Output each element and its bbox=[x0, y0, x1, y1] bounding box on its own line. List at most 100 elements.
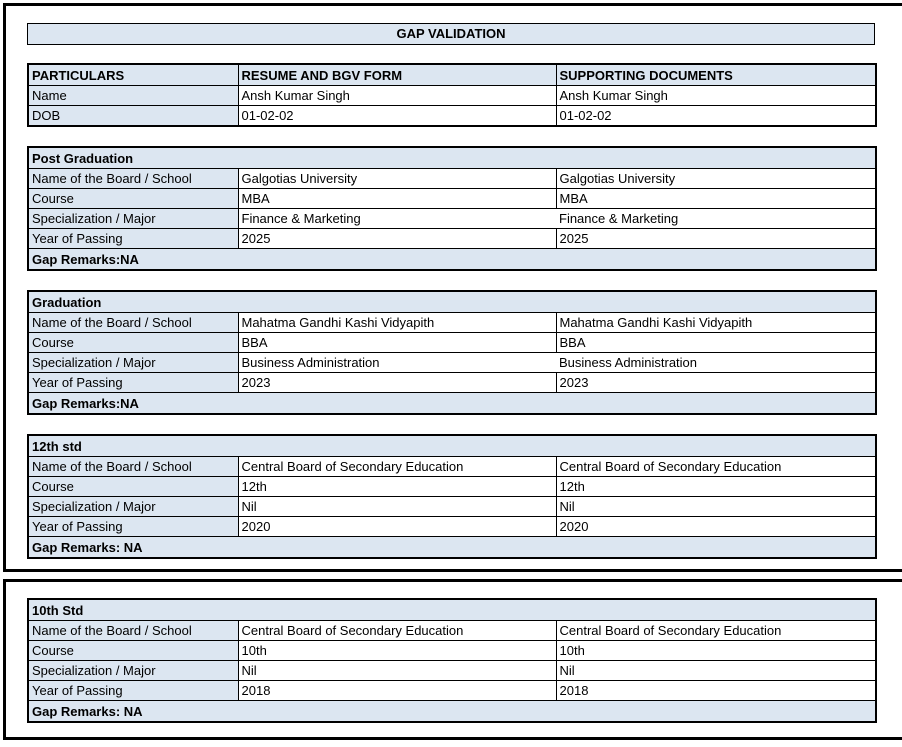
supporting-value: 01-02-02 bbox=[555, 105, 877, 127]
resume-value: Business Administration bbox=[237, 352, 557, 373]
table-row-name: Name Ansh Kumar Singh Ansh Kumar Singh bbox=[27, 85, 877, 106]
table-row-course: Course 10th 10th bbox=[27, 640, 877, 661]
table-row-year-of-passing: Year of Passing 2018 2018 bbox=[27, 680, 877, 701]
table-row-board-school: Name of the Board / School Galgotias Uni… bbox=[27, 168, 877, 189]
resume-value: Nil bbox=[237, 496, 557, 517]
table-row-specialization: Specialization / Major Finance & Marketi… bbox=[27, 208, 877, 229]
supporting-value: MBA bbox=[555, 188, 877, 209]
resume-value: 10th bbox=[237, 640, 557, 661]
row-label: Name of the Board / School bbox=[27, 168, 239, 189]
gap-remarks-row: Gap Remarks:NA bbox=[27, 392, 877, 415]
resume-value: Galgotias University bbox=[237, 168, 557, 189]
table-row-course: Course MBA MBA bbox=[27, 188, 877, 209]
supporting-value: Business Administration bbox=[556, 352, 877, 373]
section-title: Graduation bbox=[27, 290, 877, 313]
supporting-value: Galgotias University bbox=[555, 168, 877, 189]
table-row-board-school: Name of the Board / School Mahatma Gandh… bbox=[27, 312, 877, 333]
section-title: 12th std bbox=[27, 434, 877, 457]
gap-remarks-row: Gap Remarks: NA bbox=[27, 536, 877, 559]
section-table-12th-std: 12th std Name of the Board / School Cent… bbox=[27, 434, 877, 559]
table-row-course: Course 12th 12th bbox=[27, 476, 877, 497]
section-header-row: Post Graduation bbox=[27, 146, 877, 169]
table-header-row: PARTICULARS RESUME AND BGV FORM SUPPORTI… bbox=[27, 63, 877, 86]
row-label: DOB bbox=[27, 105, 239, 127]
row-label: Course bbox=[27, 188, 239, 209]
row-label: Specialization / Major bbox=[27, 208, 239, 229]
row-label: Specialization / Major bbox=[27, 496, 239, 517]
gap-remarks: Gap Remarks: NA bbox=[27, 536, 877, 559]
resume-value: Central Board of Secondary Education bbox=[237, 456, 557, 477]
section-title: 10th Std bbox=[27, 598, 877, 621]
table-row-dob: DOB 01-02-02 01-02-02 bbox=[27, 105, 877, 127]
row-label: Year of Passing bbox=[27, 516, 239, 537]
supporting-value: 2025 bbox=[555, 228, 877, 249]
resume-value: 01-02-02 bbox=[237, 105, 557, 127]
row-label: Name bbox=[27, 85, 239, 106]
resume-value: 2018 bbox=[237, 680, 557, 701]
gap-remarks: Gap Remarks:NA bbox=[27, 392, 877, 415]
supporting-value: BBA bbox=[555, 332, 877, 353]
gap-validation-main-box: GAP VALIDATION PARTICULARS RESUME AND BG… bbox=[3, 3, 902, 572]
row-label: Name of the Board / School bbox=[27, 456, 239, 477]
supporting-value: Central Board of Secondary Education bbox=[555, 456, 877, 477]
row-label: Course bbox=[27, 640, 239, 661]
supporting-value: 2020 bbox=[555, 516, 877, 537]
page-title: GAP VALIDATION bbox=[27, 23, 875, 45]
section-header-row: Graduation bbox=[27, 290, 877, 313]
row-label: Specialization / Major bbox=[27, 660, 239, 681]
supporting-value: Nil bbox=[555, 496, 877, 517]
resume-value: MBA bbox=[237, 188, 557, 209]
section-table-graduation: Graduation Name of the Board / School Ma… bbox=[27, 290, 877, 415]
column-header-resume-bgv: RESUME AND BGV FORM bbox=[237, 63, 557, 86]
table-row-specialization: Specialization / Major Nil Nil bbox=[27, 660, 877, 681]
supporting-value: Nil bbox=[555, 660, 877, 681]
row-label: Course bbox=[27, 476, 239, 497]
section-title: Post Graduation bbox=[27, 146, 877, 169]
section-header-row: 10th Std bbox=[27, 598, 877, 621]
table-row-year-of-passing: Year of Passing 2025 2025 bbox=[27, 228, 877, 249]
resume-value: Finance & Marketing bbox=[237, 208, 557, 229]
column-header-supporting-docs: SUPPORTING DOCUMENTS bbox=[555, 63, 877, 86]
supporting-value: Ansh Kumar Singh bbox=[555, 85, 877, 106]
gap-remarks: Gap Remarks:NA bbox=[27, 248, 877, 271]
row-label: Course bbox=[27, 332, 239, 353]
gap-remarks: Gap Remarks: NA bbox=[27, 700, 877, 723]
resume-value: 2025 bbox=[237, 228, 557, 249]
table-row-course: Course BBA BBA bbox=[27, 332, 877, 353]
supporting-value: 2023 bbox=[555, 372, 877, 393]
row-label: Year of Passing bbox=[27, 372, 239, 393]
gap-remarks-row: Gap Remarks:NA bbox=[27, 248, 877, 271]
supporting-value: Central Board of Secondary Education bbox=[555, 620, 877, 641]
resume-value: 2020 bbox=[237, 516, 557, 537]
table-row-specialization: Specialization / Major Nil Nil bbox=[27, 496, 877, 517]
supporting-value: 12th bbox=[555, 476, 877, 497]
row-label: Specialization / Major bbox=[27, 352, 239, 373]
supporting-value: 10th bbox=[555, 640, 877, 661]
row-label: Year of Passing bbox=[27, 228, 239, 249]
table-row-year-of-passing: Year of Passing 2023 2023 bbox=[27, 372, 877, 393]
section-header-row: 12th std bbox=[27, 434, 877, 457]
gap-remarks-row: Gap Remarks: NA bbox=[27, 700, 877, 723]
row-label: Name of the Board / School bbox=[27, 620, 239, 641]
gap-validation-secondary-box: 10th Std Name of the Board / School Cent… bbox=[3, 579, 902, 740]
row-label: Year of Passing bbox=[27, 680, 239, 701]
resume-value: 2023 bbox=[237, 372, 557, 393]
table-row-board-school: Name of the Board / School Central Board… bbox=[27, 456, 877, 477]
supporting-value: 2018 bbox=[555, 680, 877, 701]
supporting-value: Finance & Marketing bbox=[556, 208, 877, 229]
supporting-value: Mahatma Gandhi Kashi Vidyapith bbox=[555, 312, 877, 333]
resume-value: Nil bbox=[237, 660, 557, 681]
particulars-comparison-table: PARTICULARS RESUME AND BGV FORM SUPPORTI… bbox=[27, 63, 877, 127]
resume-value: Ansh Kumar Singh bbox=[237, 85, 557, 106]
row-label: Name of the Board / School bbox=[27, 312, 239, 333]
resume-value: Central Board of Secondary Education bbox=[237, 620, 557, 641]
resume-value: BBA bbox=[237, 332, 557, 353]
table-row-specialization: Specialization / Major Business Administ… bbox=[27, 352, 877, 373]
column-header-particulars: PARTICULARS bbox=[27, 63, 239, 86]
table-row-year-of-passing: Year of Passing 2020 2020 bbox=[27, 516, 877, 537]
section-table-post-graduation: Post Graduation Name of the Board / Scho… bbox=[27, 146, 877, 271]
resume-value: 12th bbox=[237, 476, 557, 497]
table-row-board-school: Name of the Board / School Central Board… bbox=[27, 620, 877, 641]
section-table-10th-std: 10th Std Name of the Board / School Cent… bbox=[27, 598, 877, 723]
resume-value: Mahatma Gandhi Kashi Vidyapith bbox=[237, 312, 557, 333]
